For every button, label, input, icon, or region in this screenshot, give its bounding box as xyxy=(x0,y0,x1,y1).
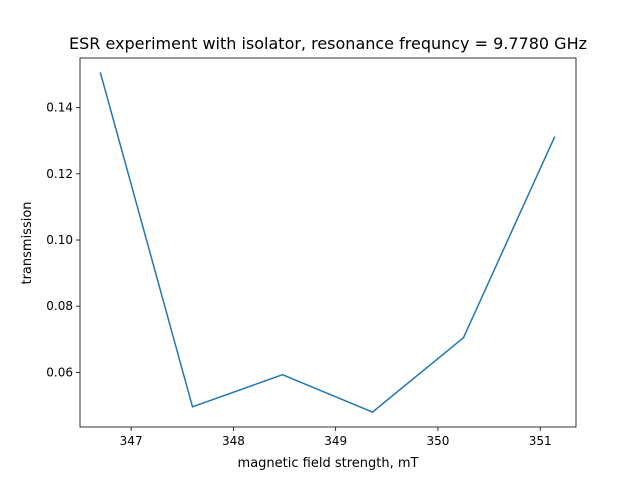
y-axis: 0.06 0.08 0.10 0.12 0.14 xyxy=(46,101,80,379)
x-axis: 347 348 349 350 351 xyxy=(120,427,552,448)
series-line xyxy=(99,72,556,413)
y-tick-label: 0.06 xyxy=(46,365,73,379)
x-tick-label: 349 xyxy=(324,434,347,448)
y-tick-label: 0.08 xyxy=(46,299,73,313)
y-tick-label: 0.14 xyxy=(46,101,73,115)
y-tick-label: 0.10 xyxy=(46,233,73,247)
data-point xyxy=(281,373,284,376)
plot-frame xyxy=(79,57,577,428)
data-point xyxy=(553,136,556,138)
y-tick-label: 0.12 xyxy=(46,167,73,181)
x-tick-label: 351 xyxy=(529,434,552,448)
data-points xyxy=(99,72,556,413)
y-axis-label: transmission xyxy=(20,201,35,284)
x-tick-label: 350 xyxy=(426,434,449,448)
data-point xyxy=(191,406,194,408)
x-axis-label: magnetic field strength, mT xyxy=(238,456,419,471)
chart-title: ESR experiment with isolator, resonance … xyxy=(69,34,587,53)
x-tick-label: 347 xyxy=(120,434,143,448)
x-tick-label: 348 xyxy=(222,434,245,448)
data-point xyxy=(371,411,374,413)
data-point xyxy=(462,336,465,339)
data-point xyxy=(99,72,102,74)
